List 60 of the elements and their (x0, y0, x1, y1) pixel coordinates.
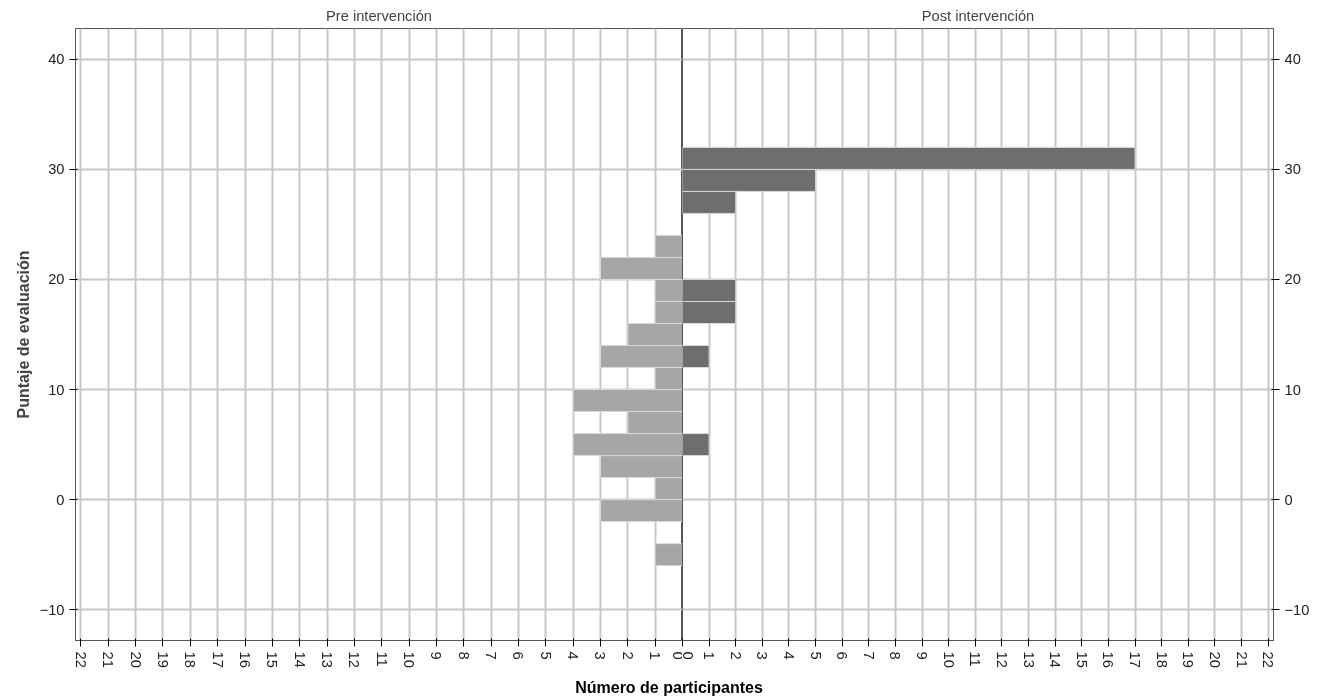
y-tick-label: 40 (1284, 51, 1301, 68)
x-tick-label: 8 (887, 651, 904, 660)
x-tick-label: 9 (914, 651, 931, 660)
x-tick-label: 16 (237, 651, 254, 668)
x-tick-label: 20 (1206, 651, 1223, 668)
x-tick-label: 2 (619, 651, 636, 660)
chart-title: Pre intervención (326, 7, 432, 24)
x-tick-label: 13 (1020, 651, 1037, 668)
x-tick-label: 2 (727, 651, 744, 660)
y-tick-label: 20 (48, 271, 65, 288)
x-tick-label: 11 (373, 651, 390, 667)
y-tick-label: 0 (56, 491, 65, 508)
x-tick-label: 19 (155, 651, 171, 668)
x-tick-label: 7 (860, 651, 877, 660)
y-tick-label: −10 (39, 601, 65, 618)
x-tick-label: 22 (72, 651, 89, 668)
y-axis-title: Puntaje de evaluación (14, 250, 32, 419)
x-tick-label: 10 (940, 651, 957, 668)
x-tick-label: 17 (209, 651, 226, 668)
x-tick-label: 15 (1073, 651, 1090, 668)
x-tick-label: 21 (1233, 651, 1250, 668)
y-tick-label: 10 (48, 381, 65, 398)
y-tick-label: 20 (1284, 271, 1301, 288)
x-tick-label: 22 (1260, 651, 1277, 668)
x-tick-label: 9 (428, 651, 445, 660)
x-tick-label: 4 (780, 651, 797, 660)
x-tick-label: 15 (264, 651, 281, 668)
y-tick-label: −10 (1284, 601, 1310, 618)
x-tick-label: 18 (182, 651, 199, 668)
x-tick-label: 14 (1047, 651, 1064, 668)
y-tick-label: 40 (48, 51, 65, 68)
chart-title: Post intervención (921, 7, 1035, 24)
x-tick-label: 18 (1153, 651, 1170, 668)
y-tick-label: 30 (48, 161, 65, 178)
x-tick-label: 19 (1180, 651, 1197, 668)
x-tick-label: 3 (754, 651, 771, 660)
x-tick-label: 10 (401, 651, 418, 668)
x-tick-label: 12 (346, 651, 363, 668)
x-tick-label: 5 (807, 651, 824, 660)
x-tick-label: 7 (483, 651, 500, 660)
x-axis-title: Número de participantes (575, 678, 763, 698)
x-tick-label: 21 (100, 651, 117, 668)
x-tick-label: 6 (510, 651, 527, 660)
x-tick-label: 3 (592, 651, 609, 660)
x-tick-label: 16 (1100, 651, 1117, 668)
x-tick-label: 20 (127, 651, 144, 668)
y-tick-label: 10 (1284, 381, 1301, 398)
x-tick-label: 4 (565, 651, 582, 660)
x-tick-label: 1 (701, 651, 718, 660)
x-tick-label: 5 (537, 651, 554, 660)
y-tick-label: 30 (1284, 161, 1301, 178)
x-tick-label: 8 (455, 651, 472, 660)
x-tick-label: 11 (967, 651, 984, 667)
x-tick-label: 14 (291, 651, 308, 668)
x-tick-label: 13 (319, 651, 336, 668)
x-tick-label: 6 (834, 651, 851, 660)
x-tick-label: 12 (993, 651, 1010, 668)
y-tick-label: 0 (1284, 491, 1293, 508)
x-tick-label: 1 (647, 651, 664, 660)
x-tick-label: 17 (1127, 651, 1144, 668)
